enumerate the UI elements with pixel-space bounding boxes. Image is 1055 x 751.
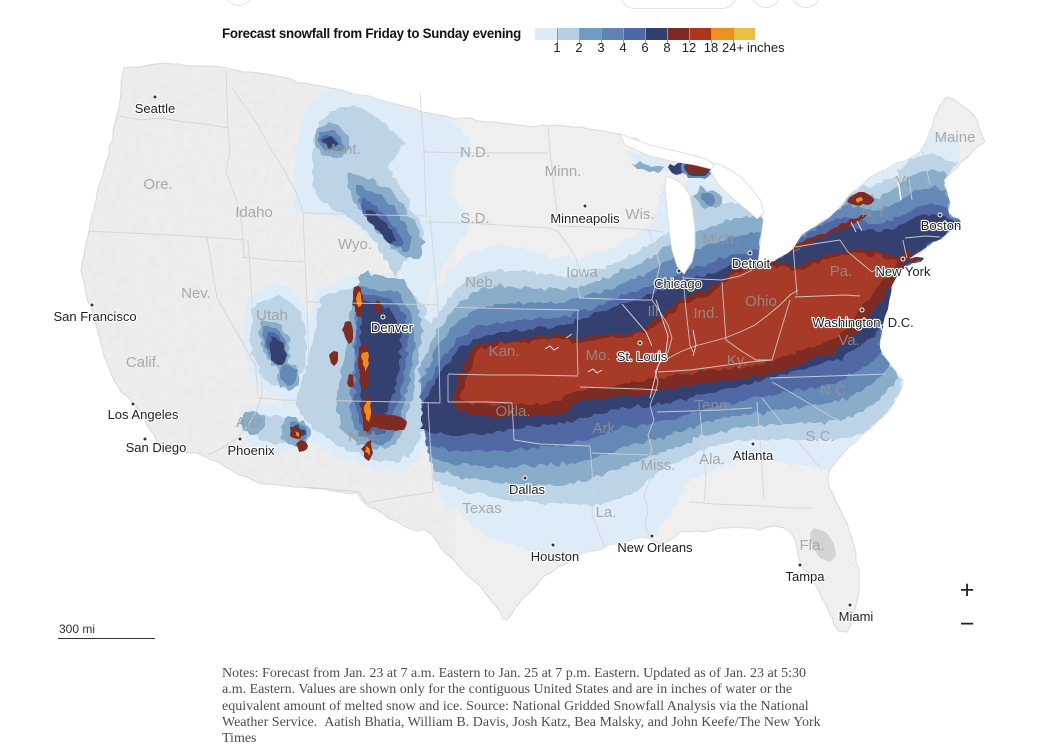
svg-text:Denver: Denver: [371, 320, 414, 335]
svg-text:Iowa: Iowa: [566, 264, 598, 281]
svg-text:Mich.: Mich.: [702, 231, 738, 248]
svg-text:New Orleans: New Orleans: [617, 540, 693, 555]
svg-text:La.: La.: [596, 504, 617, 521]
svg-text:Ariz.: Ariz.: [236, 414, 266, 431]
svg-text:Boston: Boston: [921, 218, 961, 233]
svg-text:Wis.: Wis.: [625, 206, 654, 223]
svg-text:Ind.: Ind.: [693, 305, 718, 322]
svg-text:Ill.: Ill.: [648, 303, 663, 320]
svg-text:Wyo.: Wyo.: [338, 236, 372, 253]
svg-text:N.C.: N.C.: [820, 382, 850, 399]
svg-text:N.Y.: N.Y.: [861, 204, 888, 221]
svg-text:Texas: Texas: [462, 500, 501, 517]
svg-text:Neb.: Neb.: [465, 274, 497, 291]
svg-text:Vt.: Vt.: [896, 173, 914, 190]
svg-text:N.M.: N.M.: [348, 428, 380, 445]
svg-text:Houston: Houston: [531, 549, 579, 564]
svg-text:Va.: Va.: [838, 332, 859, 349]
svg-text:Atlanta: Atlanta: [733, 448, 774, 463]
svg-text:Utah: Utah: [256, 307, 288, 324]
svg-text:S.D.: S.D.: [460, 210, 489, 227]
svg-text:Ohio: Ohio: [745, 293, 777, 310]
svg-text:Chicago: Chicago: [654, 276, 702, 291]
svg-text:Mont.: Mont.: [323, 141, 361, 158]
svg-text:Okla.: Okla.: [495, 403, 530, 420]
svg-text:Idaho: Idaho: [235, 204, 273, 221]
svg-text:Miss.: Miss.: [641, 457, 676, 474]
svg-text:Phoenix: Phoenix: [228, 443, 275, 458]
svg-text:S.C.: S.C.: [805, 428, 834, 445]
svg-text:Nev.: Nev.: [181, 285, 211, 302]
svg-text:Mo.: Mo.: [585, 347, 610, 364]
svg-text:Ky.: Ky.: [727, 352, 748, 369]
svg-text:San Diego: San Diego: [126, 440, 187, 455]
svg-text:N.D.: N.D.: [460, 144, 490, 161]
svg-text:St. Louis: St. Louis: [617, 349, 668, 364]
svg-text:New York: New York: [876, 264, 931, 279]
svg-text:Miami: Miami: [839, 609, 874, 624]
svg-text:Los Angeles: Los Angeles: [108, 407, 179, 422]
svg-text:Dallas: Dallas: [509, 482, 546, 497]
svg-text:Tenn.: Tenn.: [695, 397, 732, 414]
svg-text:Minneapolis: Minneapolis: [550, 211, 620, 226]
svg-text:Calif.: Calif.: [126, 354, 160, 371]
svg-text:Ore.: Ore.: [143, 176, 172, 193]
svg-text:Ark.: Ark.: [593, 420, 620, 437]
svg-text:Tampa: Tampa: [785, 569, 825, 584]
svg-text:Maine: Maine: [935, 129, 976, 146]
svg-text:Seattle: Seattle: [135, 101, 175, 116]
svg-text:Fla.: Fla.: [799, 537, 824, 554]
svg-text:Ala.: Ala.: [699, 451, 725, 468]
svg-text:Pa.: Pa.: [830, 263, 853, 280]
svg-text:San Francisco: San Francisco: [53, 309, 136, 324]
svg-text:Washington, D.C.: Washington, D.C.: [812, 315, 913, 330]
svg-text:Minn.: Minn.: [545, 163, 582, 180]
svg-text:Kan.: Kan.: [489, 343, 520, 360]
svg-text:Detroit: Detroit: [732, 256, 771, 271]
